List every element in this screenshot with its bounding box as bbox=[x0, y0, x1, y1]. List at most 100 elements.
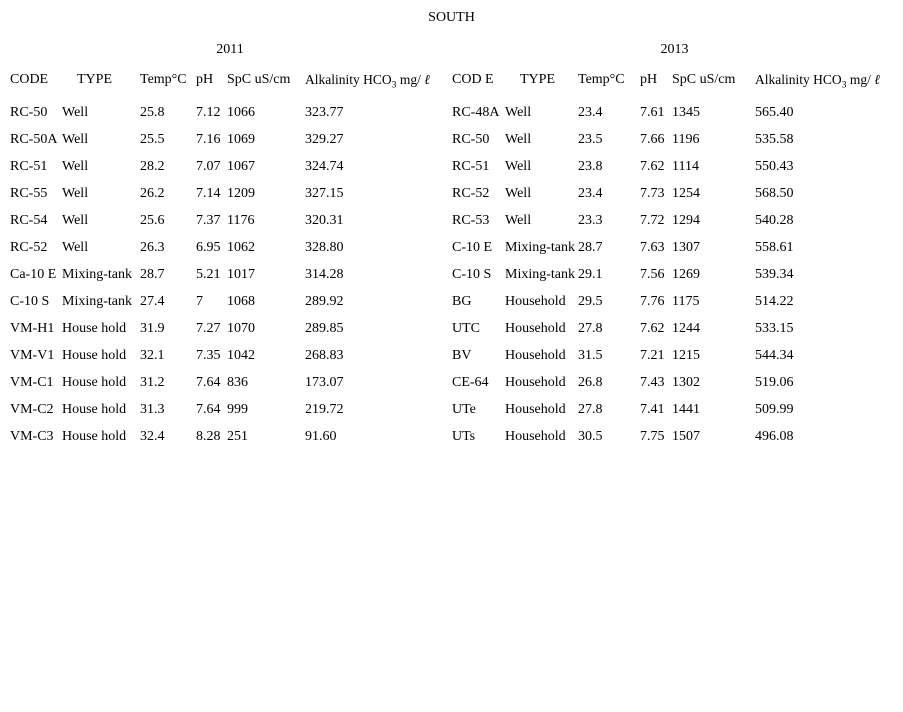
cell: 29.1 bbox=[578, 267, 603, 282]
table-row: C-10 E Mixing-tank 28.7 7.63 1307 558.61 bbox=[452, 234, 897, 261]
table-row: RC-51 Well 28.2 7.07 1067 324.74 bbox=[10, 153, 450, 180]
cell: VM-V1 bbox=[10, 348, 55, 363]
cell: 23.4 bbox=[578, 186, 603, 201]
cell: C-10 S bbox=[452, 267, 492, 282]
cell: 31.3 bbox=[140, 402, 165, 417]
cell: 1176 bbox=[227, 213, 255, 228]
cell: 7.35 bbox=[196, 348, 221, 363]
cell: 329.27 bbox=[305, 132, 344, 147]
table-row: RC-50A Well 25.5 7.16 1069 329.27 bbox=[10, 126, 450, 153]
cell: 509.99 bbox=[755, 402, 794, 417]
cell: 324.74 bbox=[305, 159, 344, 174]
cell: 7.07 bbox=[196, 159, 221, 174]
cell: 7.27 bbox=[196, 321, 221, 336]
cell: 1441 bbox=[672, 402, 700, 417]
cell: 7.62 bbox=[640, 159, 665, 174]
cell: 28.7 bbox=[578, 240, 603, 255]
cell: 29.5 bbox=[578, 294, 603, 309]
cell: Household bbox=[505, 321, 566, 336]
column-header: COD E bbox=[452, 72, 494, 87]
cell: 999 bbox=[227, 402, 248, 417]
column-header: pH bbox=[196, 72, 214, 87]
cell: 7 bbox=[196, 294, 203, 309]
cell: 568.50 bbox=[755, 186, 794, 201]
cell: RC-51 bbox=[10, 159, 48, 174]
header-row: CODE TYPE Temp°C pH SpC uS/cm Alkalinity HCO3… bbox=[10, 65, 450, 99]
header-row: COD E TYPE Temp°C pH SpC uS/cm Alkalinity HCO… bbox=[452, 65, 897, 99]
cell: 328.80 bbox=[305, 240, 344, 255]
cell: 23.3 bbox=[578, 213, 603, 228]
cell: House hold bbox=[62, 429, 127, 444]
subscript: 3 bbox=[841, 79, 847, 91]
cell: Well bbox=[505, 213, 532, 228]
cell: 7.62 bbox=[640, 321, 665, 336]
cell: 26.2 bbox=[140, 186, 165, 201]
table-row: RC-50 Well 25.8 7.12 1066 323.77 bbox=[10, 99, 450, 126]
cell: 1068 bbox=[227, 294, 255, 309]
cell: 31.5 bbox=[578, 348, 603, 363]
cell: 31.9 bbox=[140, 321, 165, 336]
cell: RC-52 bbox=[452, 186, 490, 201]
cell: 565.40 bbox=[755, 105, 794, 120]
cell: 7.64 bbox=[196, 402, 221, 417]
cell: 7.73 bbox=[640, 186, 665, 201]
cell: 1215 bbox=[672, 348, 700, 363]
cell: 289.85 bbox=[305, 321, 344, 336]
cell: Mixing-tank bbox=[62, 294, 132, 309]
cell: House hold bbox=[62, 348, 127, 363]
table-row: VM-C3 House hold 32.4 8.28 251 91.60 bbox=[10, 423, 450, 450]
cell: 320.31 bbox=[305, 213, 344, 228]
liter-symbol: ℓ bbox=[424, 72, 430, 87]
table-row: RC-52 Well 26.3 6.95 1062 328.80 bbox=[10, 234, 450, 261]
table-row: VM-H1 House hold 31.9 7.27 1070 289.85 bbox=[10, 315, 450, 342]
cell: 26.3 bbox=[140, 240, 165, 255]
cell: 219.72 bbox=[305, 402, 344, 417]
cell: 173.07 bbox=[305, 375, 344, 390]
table-section-2013: 2013 COD E TYPE Temp°C pH SpC uS/cm Alkalinit… bbox=[452, 36, 897, 450]
liter-symbol: ℓ bbox=[874, 72, 880, 87]
cell: 1244 bbox=[672, 321, 700, 336]
cell: RC-53 bbox=[452, 213, 490, 228]
cell: RC-50 bbox=[452, 132, 490, 147]
cell: 1254 bbox=[672, 186, 700, 201]
cell: House hold bbox=[62, 321, 127, 336]
cell: 544.34 bbox=[755, 348, 794, 363]
table-row: CE-64 Household 26.8 7.43 1302 519.06 bbox=[452, 369, 897, 396]
cell: 28.7 bbox=[140, 267, 165, 282]
data-table-2011: CODE TYPE Temp°C pH SpC uS/cm Alkalinity HCO3… bbox=[10, 65, 450, 450]
cell: RC-48A bbox=[452, 105, 500, 120]
cell: 7.37 bbox=[196, 213, 221, 228]
column-header: CODE bbox=[10, 72, 49, 87]
column-header: TYPE bbox=[77, 72, 112, 87]
cell: 836 bbox=[227, 375, 248, 390]
cell: VM-C3 bbox=[10, 429, 54, 444]
cell: 7.12 bbox=[196, 105, 221, 120]
column-header: TYPE bbox=[520, 72, 555, 87]
cell: VM-C2 bbox=[10, 402, 54, 417]
table-row: Ca-10 E Mixing-tank 28.7 5.21 1017 314.28 bbox=[10, 261, 450, 288]
cell: 8.28 bbox=[196, 429, 221, 444]
table-row: RC-52 Well 23.4 7.73 1254 568.50 bbox=[452, 180, 897, 207]
cell: 7.75 bbox=[640, 429, 665, 444]
cell: 7.76 bbox=[640, 294, 665, 309]
cell: 7.66 bbox=[640, 132, 665, 147]
cell: 1307 bbox=[672, 240, 700, 255]
cell: 1017 bbox=[227, 267, 255, 282]
cell: 1269 bbox=[672, 267, 700, 282]
cell: 7.61 bbox=[640, 105, 665, 120]
cell: 27.4 bbox=[140, 294, 165, 309]
cell: Well bbox=[62, 105, 89, 120]
cell: Household bbox=[505, 294, 566, 309]
table-row: C-10 S Mixing-tank 27.4 7 1068 289.92 bbox=[10, 288, 450, 315]
table-row: RC-50 Well 23.5 7.66 1196 535.58 bbox=[452, 126, 897, 153]
cell: Mixing-tank bbox=[505, 267, 575, 282]
table-row: BV Household 31.5 7.21 1215 544.34 bbox=[452, 342, 897, 369]
cell: 289.92 bbox=[305, 294, 344, 309]
table-row: RC-55 Well 26.2 7.14 1209 327.15 bbox=[10, 180, 450, 207]
cell: 30.5 bbox=[578, 429, 603, 444]
column-header-alkalinity: Alkalinity HCO3 mg/ ℓ bbox=[305, 72, 430, 91]
table-row: RC-54 Well 25.6 7.37 1176 320.31 bbox=[10, 207, 450, 234]
cell: 1114 bbox=[672, 159, 699, 174]
cell: Well bbox=[505, 105, 532, 120]
